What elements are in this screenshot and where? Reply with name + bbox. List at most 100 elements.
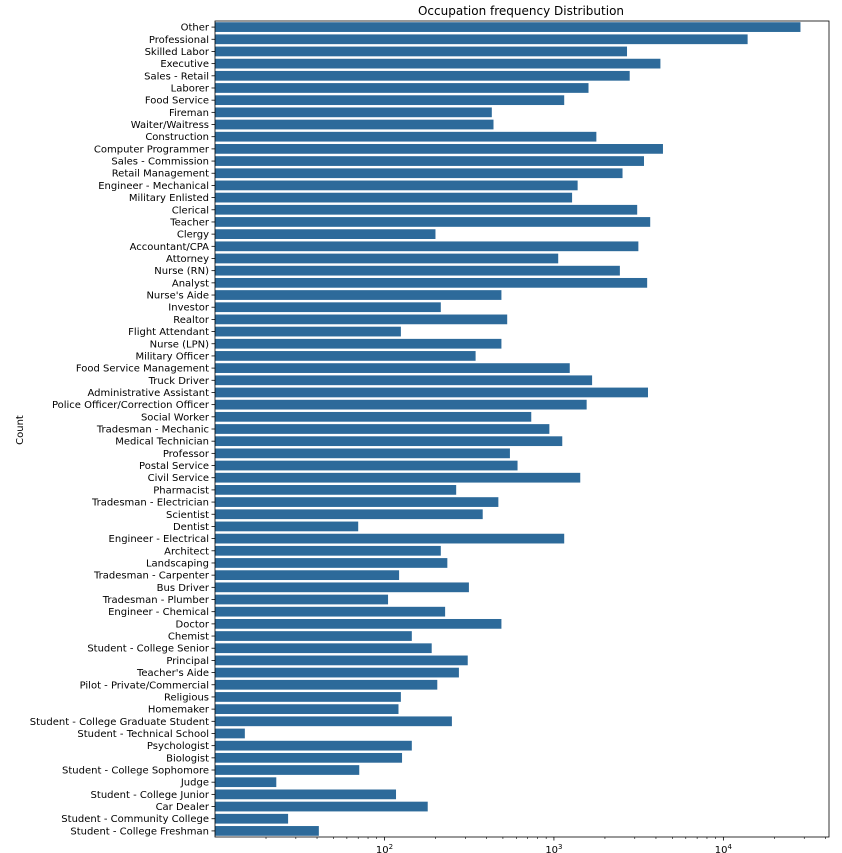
category-label: Tradesman - Mechanic <box>96 425 209 436</box>
bar <box>215 180 578 191</box>
bar <box>215 570 400 581</box>
bar <box>215 192 573 203</box>
bar <box>215 594 389 605</box>
category-label: Professor <box>163 449 210 460</box>
category-label: Teacher's Aide <box>136 668 209 679</box>
bar <box>215 509 483 520</box>
bar <box>215 277 648 288</box>
category-label: Accountant/CPA <box>130 242 210 253</box>
category-label: Social Worker <box>141 412 210 423</box>
category-label: Student - Technical School <box>77 729 209 740</box>
category-label: Sales - Commission <box>111 157 209 168</box>
bar <box>215 70 630 81</box>
category-label: Tradesman - Electrician <box>91 498 209 509</box>
category-label: Student - College Graduate Student <box>30 717 209 728</box>
bar <box>215 363 570 373</box>
category-label: Civil Service <box>148 473 209 484</box>
category-label: Police Officer/Correction Officer <box>52 400 210 411</box>
category-label: Student - College Junior <box>91 790 210 801</box>
category-label: Realtor <box>173 315 210 326</box>
category-label: Nurse (RN) <box>154 266 209 277</box>
bar <box>215 679 438 690</box>
bar <box>215 34 748 45</box>
bar <box>215 692 401 702</box>
category-label: Postal Service <box>139 461 209 472</box>
bars-group <box>215 22 801 836</box>
bar <box>215 338 502 349</box>
bar <box>215 229 436 239</box>
bar <box>215 58 661 69</box>
bar <box>215 472 581 483</box>
category-label: Food Service <box>145 96 209 107</box>
bar <box>215 241 639 252</box>
category-label: Clerical <box>172 205 209 216</box>
category-label: Military Enlisted <box>129 193 209 204</box>
bar <box>215 424 550 434</box>
bar <box>215 351 476 361</box>
bar <box>215 375 593 386</box>
category-label: Student - College Freshman <box>70 826 209 837</box>
category-label: Clergy <box>177 230 209 241</box>
bar <box>215 290 502 300</box>
bar <box>215 253 559 264</box>
x-axis-ticks: 102 103 104 <box>265 837 826 853</box>
category-label: Student - College Sophomore <box>62 766 209 777</box>
bar <box>215 448 510 459</box>
bar <box>215 618 502 629</box>
category-label: Engineer - Mechanical <box>98 181 209 192</box>
bar <box>215 46 628 57</box>
category-label: Other <box>181 23 210 34</box>
bar <box>215 582 469 593</box>
bar <box>215 533 565 544</box>
bar <box>215 204 638 215</box>
bar <box>215 667 459 678</box>
category-label: Tradesman - Plumber <box>102 595 210 606</box>
category-label: Analyst <box>172 278 209 289</box>
bar <box>215 765 360 775</box>
category-label: Bus Driver <box>157 583 210 594</box>
bar <box>215 716 452 727</box>
y-axis-title: Count <box>15 415 26 445</box>
category-label: Architect <box>164 546 209 557</box>
category-label: Military Officer <box>135 351 209 362</box>
category-label: Landscaping <box>146 558 209 569</box>
bar <box>215 777 277 788</box>
bar <box>215 485 457 495</box>
bar <box>215 265 620 276</box>
bar <box>215 789 397 800</box>
bar <box>215 801 428 812</box>
bar <box>215 740 412 751</box>
category-label: Student - Community College <box>61 814 209 825</box>
category-label: Homemaker <box>148 705 210 716</box>
category-label: Principal <box>166 656 209 667</box>
category-label: Teacher <box>169 217 210 228</box>
bar <box>215 460 518 471</box>
category-label: Tradesman - Carpenter <box>93 571 210 582</box>
bar <box>215 752 403 763</box>
bar <box>215 119 494 130</box>
category-label: Engineer - Chemical <box>108 607 209 618</box>
bar <box>215 399 587 410</box>
category-label: Medical Technician <box>115 437 209 448</box>
category-label: Food Service Management <box>76 364 209 375</box>
bar <box>215 83 589 93</box>
category-label: Psychologist <box>147 741 209 752</box>
bar <box>215 22 801 32</box>
category-label: Sales - Retail <box>144 71 209 82</box>
x-tick-label: 102 <box>376 843 393 853</box>
bar <box>215 521 359 532</box>
bar <box>215 156 644 166</box>
category-label: Car Dealer <box>156 802 210 813</box>
bar <box>215 168 623 179</box>
category-label: Attorney <box>166 254 209 265</box>
bar <box>215 655 468 666</box>
bar <box>215 436 563 447</box>
category-label: Biologist <box>166 753 209 764</box>
category-label: Laborer <box>171 83 210 94</box>
bar <box>215 387 648 398</box>
category-label: Nurse's Aide <box>146 291 209 302</box>
bar <box>215 314 508 325</box>
category-label: Executive <box>160 59 209 70</box>
